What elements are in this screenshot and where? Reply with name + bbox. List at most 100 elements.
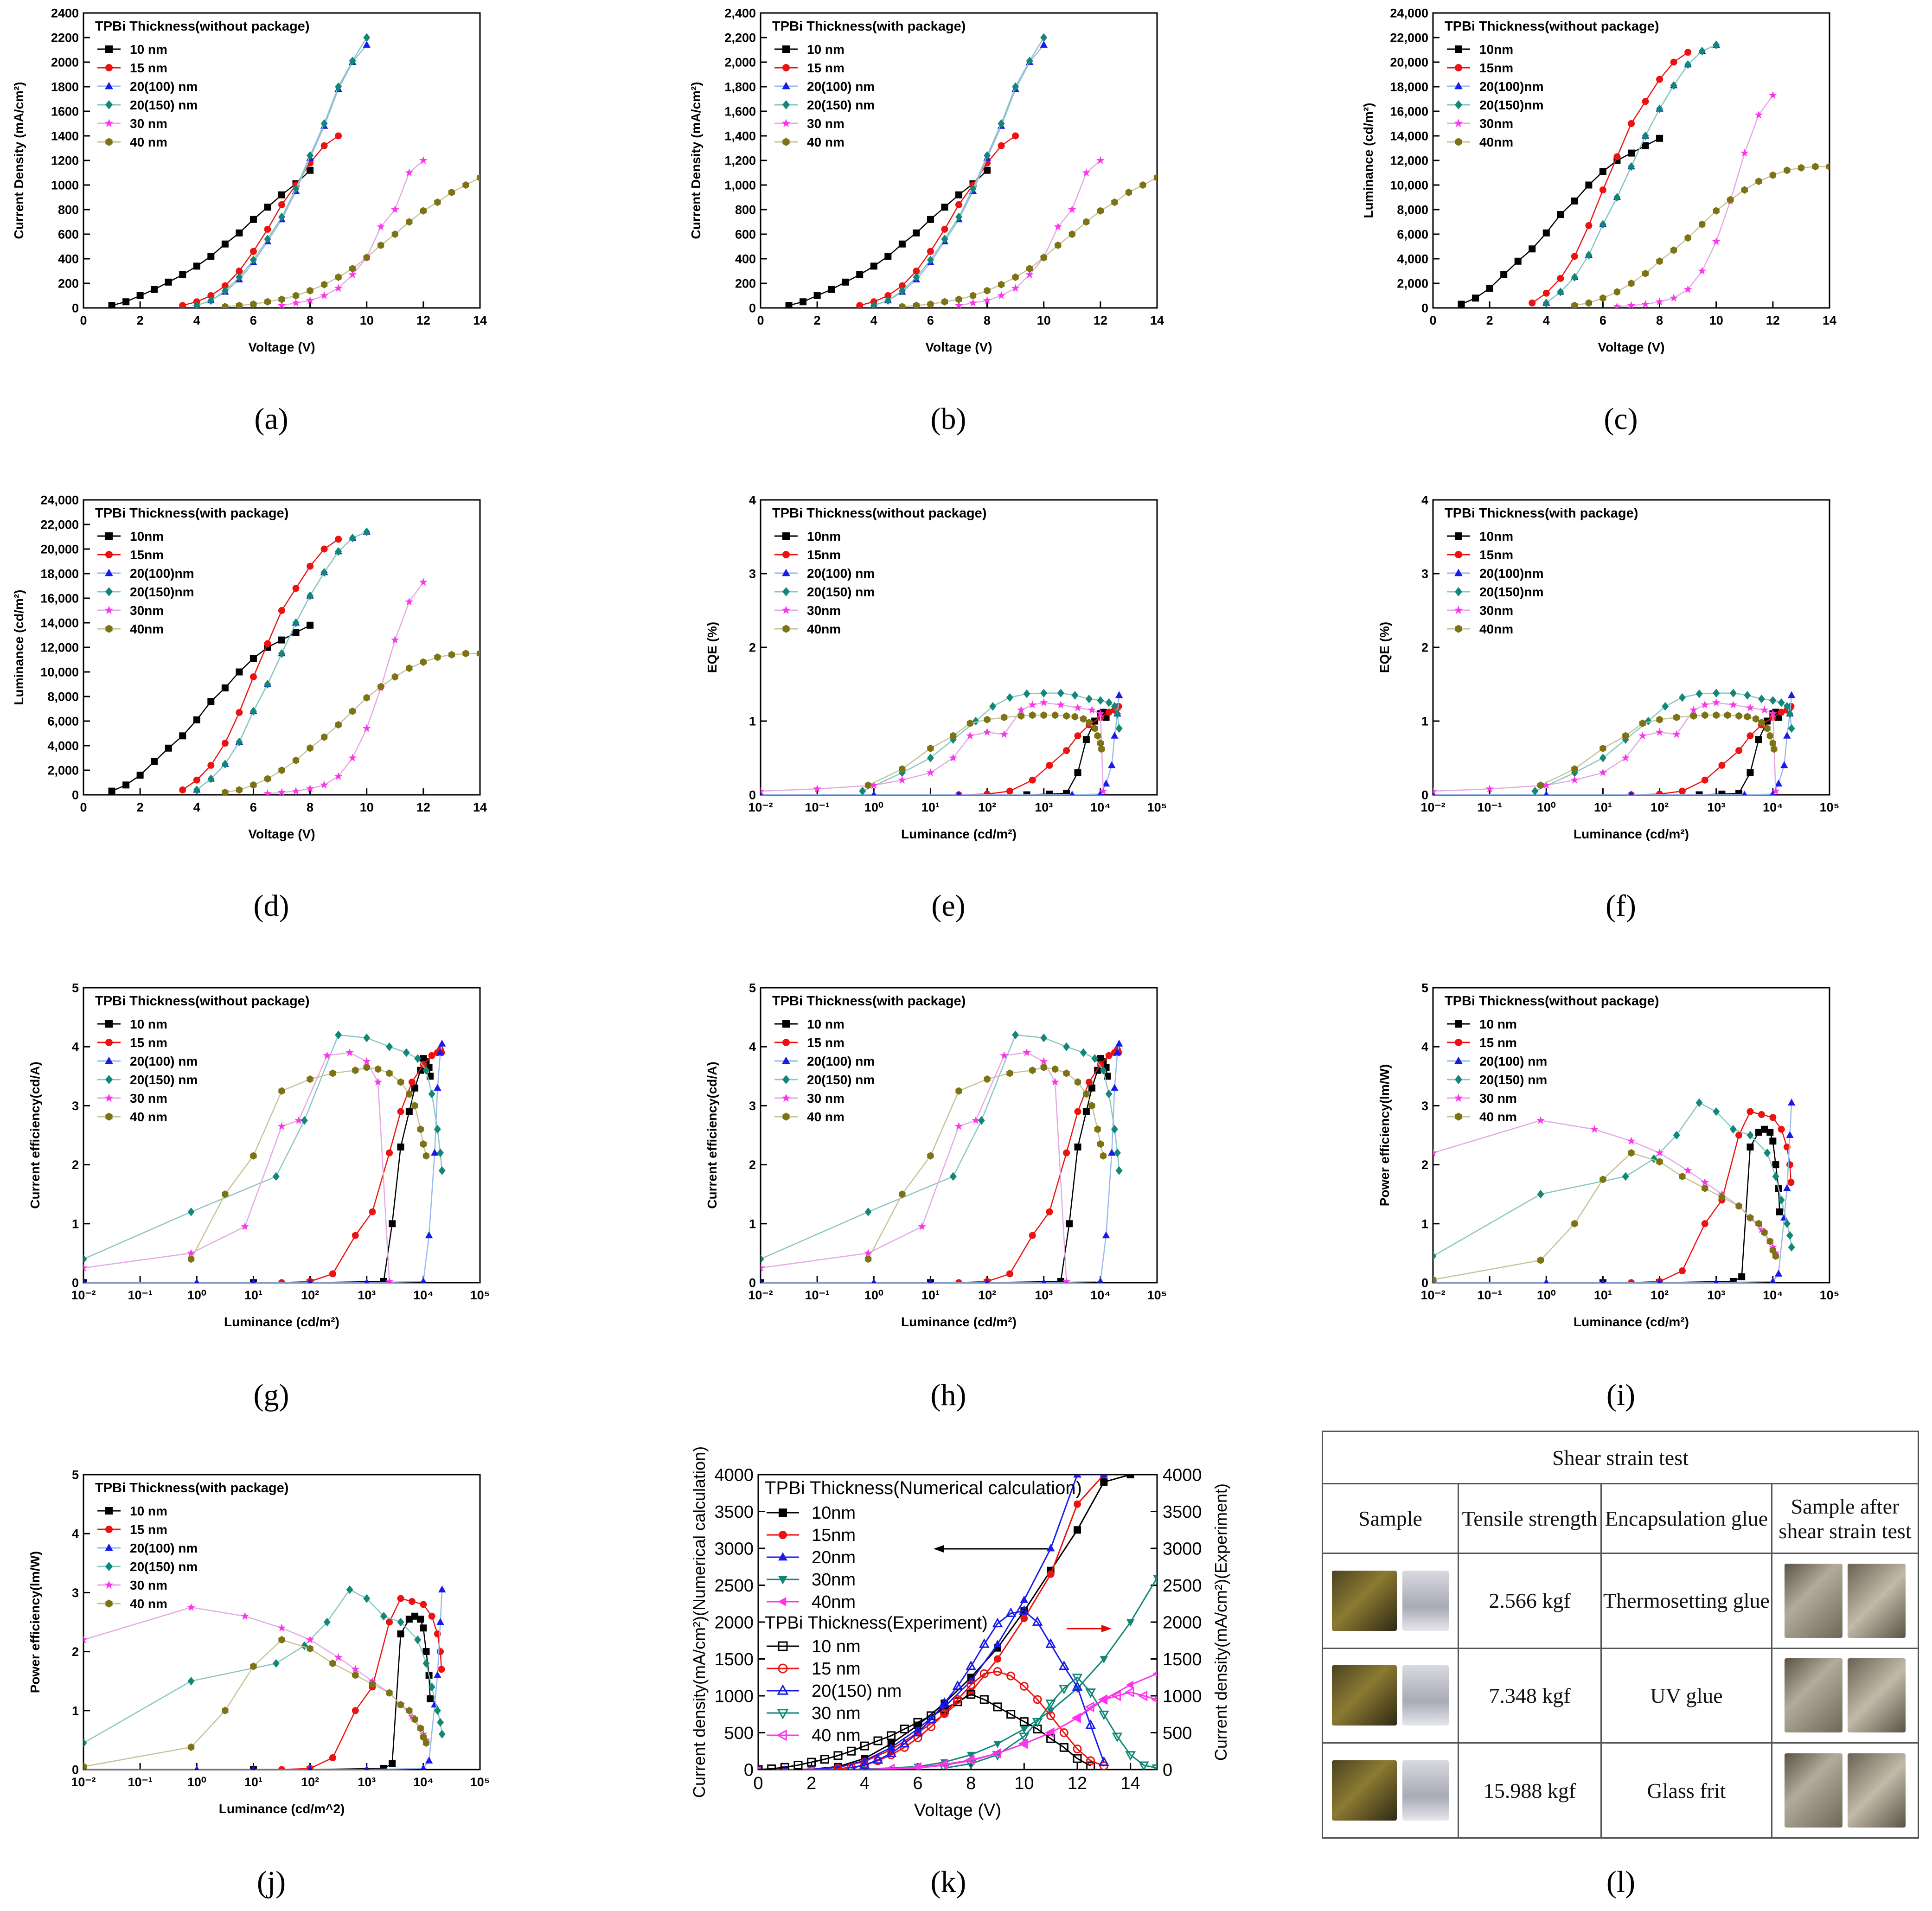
data-point bbox=[966, 1751, 975, 1759]
data-point bbox=[193, 786, 200, 794]
legend-label: 20(100) nm bbox=[807, 1054, 875, 1068]
data-point bbox=[1100, 1066, 1107, 1075]
legend-marker bbox=[778, 1663, 788, 1674]
data-point bbox=[1063, 1042, 1070, 1051]
x-tick-label: 14 bbox=[1150, 313, 1164, 327]
x-tick-label: 10 bbox=[1709, 313, 1723, 327]
data-point bbox=[222, 1190, 229, 1198]
data-point bbox=[864, 1249, 872, 1257]
data-point bbox=[264, 640, 271, 647]
data-point bbox=[437, 1718, 444, 1727]
series-d-2 bbox=[193, 527, 371, 793]
data-point bbox=[1500, 271, 1508, 278]
data-point bbox=[965, 1754, 975, 1765]
data-point bbox=[1029, 1232, 1036, 1239]
data-point bbox=[448, 188, 455, 197]
data-point bbox=[1670, 246, 1677, 254]
data-point bbox=[1766, 732, 1773, 740]
legend-label: 10nm bbox=[1479, 42, 1513, 57]
y-tick-label: 5 bbox=[72, 1468, 79, 1482]
legend-marker bbox=[779, 1508, 787, 1517]
series-i-2 bbox=[1433, 1099, 1796, 1283]
x-tick-label: 4 bbox=[193, 313, 200, 327]
data-point bbox=[187, 1207, 195, 1216]
data-point bbox=[278, 1636, 285, 1644]
data-point bbox=[434, 198, 441, 206]
legend-label: 10 nm bbox=[130, 1017, 167, 1031]
y-tick-label: 4 bbox=[1421, 493, 1428, 507]
data-point bbox=[1746, 732, 1754, 740]
data-point bbox=[761, 786, 765, 795]
data-point bbox=[1088, 1102, 1095, 1110]
x-tick-label: 10¹ bbox=[1594, 800, 1612, 814]
data-point bbox=[1018, 1738, 1028, 1749]
legend-marker bbox=[104, 606, 114, 614]
data-point bbox=[1126, 1475, 1134, 1478]
y-tick-label: 4000 bbox=[714, 1465, 754, 1485]
legend-marker bbox=[105, 100, 113, 109]
data-point bbox=[83, 1254, 87, 1264]
data-point bbox=[236, 229, 243, 236]
data-point bbox=[927, 754, 934, 762]
data-point bbox=[414, 1054, 422, 1063]
data-point bbox=[193, 776, 200, 784]
data-point bbox=[136, 772, 144, 779]
legend-marker bbox=[779, 1531, 787, 1539]
data-point bbox=[1085, 1688, 1096, 1698]
data-point bbox=[1678, 1267, 1686, 1275]
data-point bbox=[913, 1733, 922, 1743]
data-point bbox=[793, 1760, 803, 1770]
data-point bbox=[955, 1087, 962, 1095]
data-point bbox=[222, 1706, 229, 1715]
legend: TPBi Thickness(Numerical calculation) TPB… bbox=[765, 1478, 1082, 1745]
data-point bbox=[1088, 1084, 1096, 1092]
legend-label: 40nm bbox=[1479, 135, 1513, 149]
data-point bbox=[389, 1760, 396, 1767]
legend-marker bbox=[1455, 1112, 1462, 1121]
data-point bbox=[1724, 711, 1731, 719]
after-photo bbox=[1784, 1563, 1842, 1638]
data-point bbox=[1059, 1743, 1068, 1752]
data-point bbox=[1108, 1149, 1116, 1156]
panel-label-c: (c) bbox=[1604, 402, 1638, 436]
series-layer bbox=[108, 527, 480, 795]
data-point bbox=[1655, 1148, 1664, 1157]
series-a-3 bbox=[193, 33, 371, 308]
data-point bbox=[187, 1603, 195, 1611]
data-point bbox=[1102, 1231, 1110, 1239]
y-tick-label: 5 bbox=[749, 981, 756, 995]
data-point bbox=[927, 1152, 934, 1160]
data-point bbox=[1536, 1116, 1545, 1124]
legend-label: 15 nm bbox=[812, 1659, 861, 1679]
data-point bbox=[352, 1707, 359, 1714]
x-tick-label: 10⁵ bbox=[470, 1288, 490, 1302]
header-tensile-strength: Tensile strength bbox=[1458, 1483, 1602, 1554]
data-point bbox=[352, 1232, 359, 1239]
data-point bbox=[1755, 736, 1762, 743]
y-tick-label: 200 bbox=[735, 276, 756, 290]
data-point bbox=[1557, 288, 1564, 296]
data-point bbox=[1613, 153, 1621, 160]
data-point bbox=[351, 1665, 360, 1673]
data-point bbox=[249, 256, 257, 265]
y-tick-label: 1400 bbox=[51, 129, 79, 143]
data-point bbox=[1006, 693, 1013, 702]
legend-label: 30 nm bbox=[812, 1704, 861, 1723]
series-k-9 bbox=[885, 1687, 1157, 1770]
data-point bbox=[264, 235, 271, 243]
y-axis-title: Current Density (mA/cm²) bbox=[12, 82, 26, 239]
data-point bbox=[236, 668, 243, 676]
x-axis-title: Voltage (V) bbox=[1598, 340, 1664, 354]
series-c-4 bbox=[1613, 91, 1777, 308]
data-point bbox=[422, 1152, 430, 1160]
data-point bbox=[1672, 730, 1681, 738]
data-point bbox=[250, 300, 257, 308]
data-point bbox=[108, 787, 115, 795]
data-point bbox=[873, 1736, 883, 1745]
data-point bbox=[1020, 1726, 1029, 1734]
plot-frame bbox=[83, 987, 481, 1284]
data-point bbox=[334, 1653, 343, 1661]
data-point bbox=[966, 1660, 977, 1670]
data-point bbox=[1766, 1237, 1773, 1246]
data-point bbox=[871, 1278, 876, 1283]
